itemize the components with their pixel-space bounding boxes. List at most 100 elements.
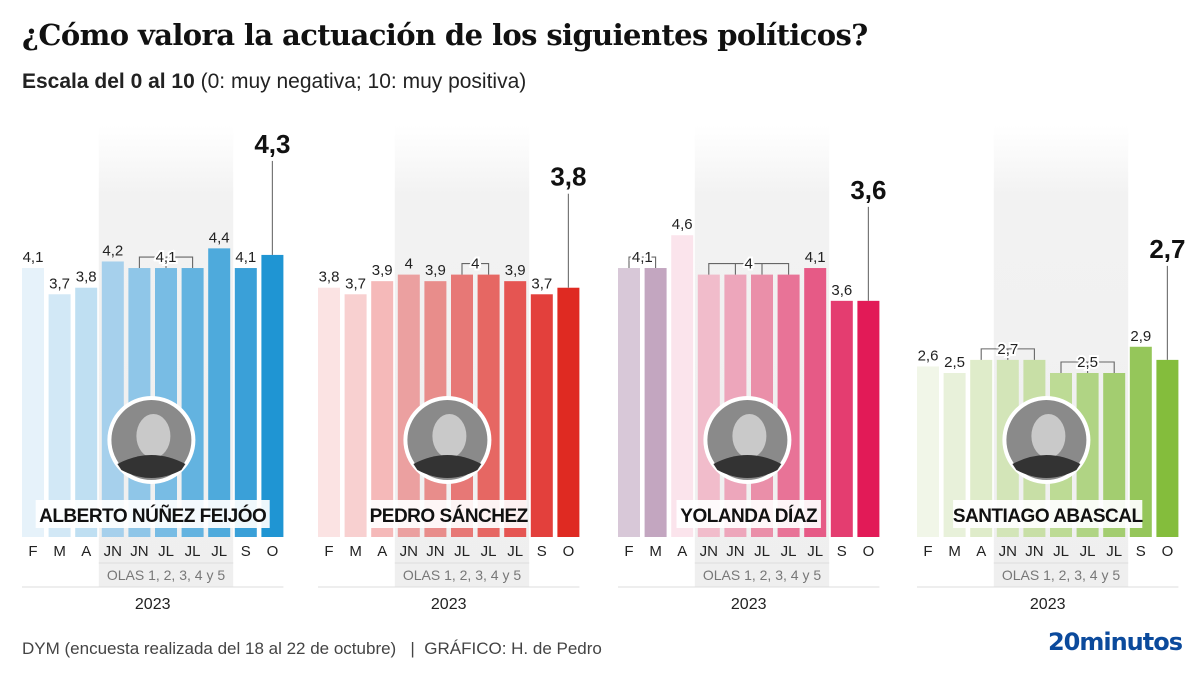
x-tick-label: JL bbox=[158, 543, 174, 560]
value-label: 4 bbox=[745, 256, 753, 273]
x-tick-label: JN bbox=[999, 543, 1017, 560]
value-label: 3,9 bbox=[372, 262, 393, 279]
value-label: 4,1 bbox=[632, 249, 653, 266]
bar bbox=[1103, 373, 1126, 537]
olas-label: OLAS 1, 2, 3, 4 y 5 bbox=[403, 567, 522, 583]
x-tick-label: JL bbox=[754, 543, 770, 560]
olas-label: OLAS 1, 2, 3, 4 y 5 bbox=[703, 567, 822, 583]
bar bbox=[530, 294, 553, 537]
x-tick-label: JN bbox=[700, 543, 718, 560]
x-tick-label: F bbox=[28, 543, 37, 560]
value-label: 3,7 bbox=[49, 275, 70, 292]
value-label: 3,7 bbox=[345, 275, 366, 292]
bar bbox=[208, 248, 231, 538]
bar bbox=[943, 373, 966, 537]
highlight-value-label: 3,8 bbox=[550, 162, 586, 192]
bar bbox=[857, 300, 880, 537]
bar bbox=[318, 287, 340, 537]
x-tick-label: S bbox=[537, 543, 547, 560]
bar bbox=[1156, 359, 1179, 537]
x-tick-label: JL bbox=[781, 543, 797, 560]
x-tick-label: JN bbox=[130, 543, 148, 560]
value-label: 3,9 bbox=[425, 262, 446, 279]
panel-3: 4,1 4,6 4 4,1 3,6 3,6 YOLANDA DÍAZ F M A JN JN JL JL J… bbox=[618, 125, 886, 613]
portrait-face bbox=[1031, 414, 1066, 458]
value-label: 4,1 bbox=[235, 249, 256, 266]
bar bbox=[181, 268, 204, 537]
value-label: 3,6 bbox=[831, 282, 852, 299]
source-credit: DYM (encuesta realizada del 18 al 22 de … bbox=[22, 639, 602, 658]
bar bbox=[22, 268, 44, 537]
name-label-bg bbox=[35, 500, 270, 528]
year-label: 2023 bbox=[135, 596, 171, 613]
x-tick-label: JN bbox=[1025, 543, 1043, 560]
year-label: 2023 bbox=[731, 596, 767, 613]
value-label: 2,9 bbox=[1130, 328, 1151, 345]
chart-subtitle: Escala del 0 al 10 (0: muy negativa; 10:… bbox=[22, 70, 526, 94]
year-label: 2023 bbox=[1030, 596, 1066, 613]
group-bracket bbox=[461, 263, 490, 275]
value-label: 4,1 bbox=[805, 249, 826, 266]
subtitle-scale: Escala del 0 al 10 bbox=[22, 70, 195, 93]
politician-name: ALBERTO NÚÑEZ FEIJÓO bbox=[39, 505, 266, 527]
portrait-shoulders bbox=[117, 455, 186, 478]
portrait-face bbox=[732, 414, 767, 458]
x-tick-label: S bbox=[241, 543, 251, 560]
highlight-value-label: 4,3 bbox=[254, 129, 290, 159]
value-label: 4,6 bbox=[672, 216, 693, 233]
bar bbox=[504, 281, 527, 537]
x-tick-label: JL bbox=[1080, 543, 1096, 560]
x-tick-label: O bbox=[563, 543, 575, 560]
value-label: 4 bbox=[471, 256, 479, 273]
value-label: 2,7 bbox=[997, 341, 1018, 358]
x-tick-label: A bbox=[81, 543, 91, 560]
portrait-shoulders bbox=[1012, 455, 1081, 478]
bar bbox=[644, 268, 667, 537]
name-label-bg bbox=[370, 500, 527, 528]
name-label-bg bbox=[953, 500, 1143, 528]
x-tick-label: M bbox=[948, 543, 961, 560]
x-tick-label: A bbox=[377, 543, 387, 560]
bar bbox=[557, 287, 580, 537]
value-label: 2,5 bbox=[1077, 354, 1098, 371]
x-tick-label: JL bbox=[185, 543, 201, 560]
x-tick-label: O bbox=[267, 543, 279, 560]
olas-label: OLAS 1, 2, 3, 4 y 5 bbox=[1002, 567, 1121, 583]
value-label: 4,2 bbox=[102, 242, 123, 259]
panel-1: 4,1 3,7 3,8 4,2 4,1 4,4 4,1 4,3 ALBERTO NÚÑEZ FE… bbox=[22, 125, 290, 613]
highlight-value-label: 3,6 bbox=[850, 175, 886, 205]
x-tick-label: JL bbox=[454, 543, 470, 560]
politician-name: PEDRO SÁNCHEZ bbox=[370, 505, 529, 527]
bar bbox=[671, 235, 694, 538]
portrait-face bbox=[432, 414, 467, 458]
subtitle-note: (0: muy negativa; 10: muy positiva) bbox=[194, 70, 527, 93]
x-tick-label: S bbox=[1136, 543, 1146, 560]
panel-4: 2,6 2,5 2,7 2,5 2,9 2,7 SANTIAGO ABASCAL F M A JN J… bbox=[917, 125, 1185, 613]
value-label: 4 bbox=[405, 256, 413, 273]
value-label: 2,5 bbox=[944, 354, 965, 371]
value-label: 3,7 bbox=[531, 275, 552, 292]
highlight-value-label: 2,7 bbox=[1149, 234, 1185, 264]
x-tick-label: JL bbox=[481, 543, 497, 560]
x-tick-label: JL bbox=[1106, 543, 1122, 560]
x-tick-label: M bbox=[649, 543, 662, 560]
x-tick-label: JN bbox=[104, 543, 122, 560]
group-bracket bbox=[628, 256, 657, 269]
bar bbox=[371, 281, 394, 537]
bar bbox=[48, 294, 71, 537]
x-tick-label: F bbox=[923, 543, 932, 560]
bar bbox=[917, 366, 939, 537]
value-label: 4,4 bbox=[209, 229, 230, 246]
bar bbox=[618, 268, 640, 537]
bar bbox=[477, 274, 500, 537]
portrait-shoulders bbox=[413, 455, 482, 478]
chart-title: ¿Cómo valora la actuación de los siguien… bbox=[22, 18, 868, 52]
year-label: 2023 bbox=[431, 596, 467, 613]
publisher-logo: 20minutos bbox=[1047, 628, 1183, 656]
value-label: 4,1 bbox=[156, 249, 177, 266]
bar bbox=[397, 274, 420, 537]
x-tick-label: M bbox=[53, 543, 66, 560]
value-label: 2,6 bbox=[918, 347, 939, 364]
